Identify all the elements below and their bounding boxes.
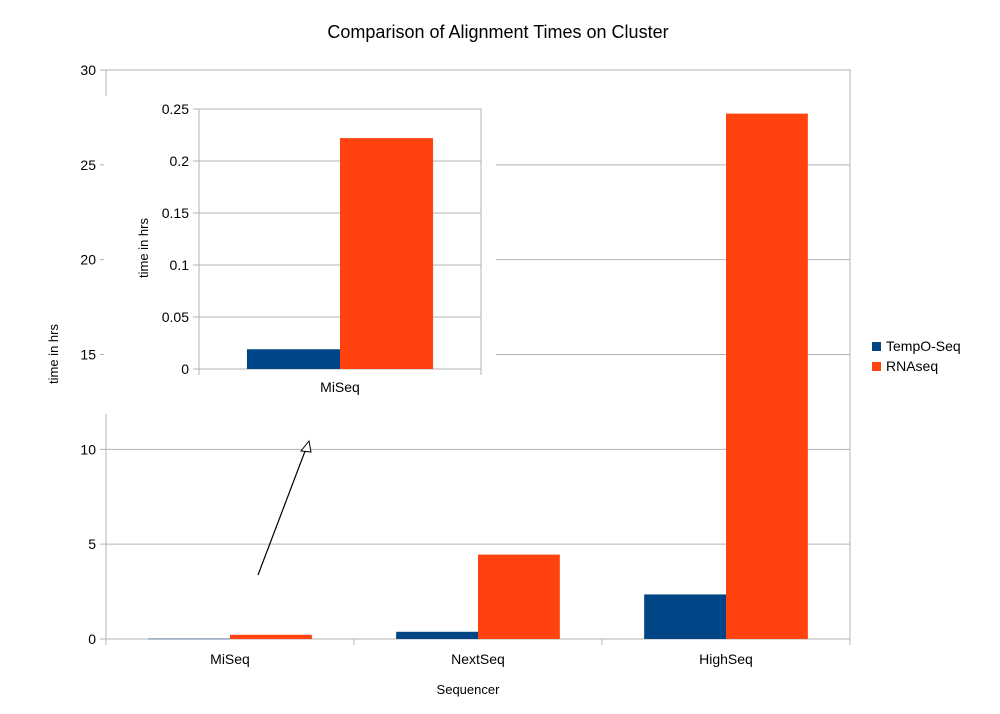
main-y-tick-label: 10	[80, 441, 96, 457]
inset-y-tick-label: 0.1	[170, 257, 190, 273]
main-bar-tempo-seq-nextseq	[396, 631, 478, 639]
main-y-tick-label: 20	[80, 252, 96, 268]
inset-x-tick-label: MiSeq	[320, 379, 360, 395]
inset-y-tick-label: 0.05	[162, 309, 189, 325]
arrow-head	[300, 439, 312, 453]
main-x-tick-label: NextSeq	[451, 651, 505, 667]
inset-y-tick-label: 0.25	[162, 101, 189, 117]
main-y-tick-label: 5	[88, 536, 96, 552]
inset-y-axis-title: time in hrs	[136, 218, 151, 278]
main-y-tick-label: 15	[80, 347, 96, 363]
main-x-tick-label: MiSeq	[210, 651, 250, 667]
arrow-line	[257, 445, 308, 576]
main-y-tick-label: 30	[80, 62, 96, 78]
legend-label-tempo-seq: TempO-Seq	[886, 338, 961, 354]
main-bar-tempo-seq-highseq	[644, 594, 726, 639]
zoom-arrow	[257, 439, 312, 576]
legend-swatch-tempo-seq	[872, 342, 881, 351]
inset-y-tick-labels: 0 0.05 0.1 0.15 0.2 0.25	[162, 101, 189, 377]
inset-x-tick-labels: MiSeq	[320, 379, 360, 395]
main-bar-rnaseq-highseq	[726, 113, 808, 639]
inset-y-tick-label: 0.15	[162, 205, 189, 221]
main-y-tick-labels: 0 5 10 15 20 25 30	[80, 62, 96, 647]
inset-y-tick-label: 0	[181, 361, 189, 377]
legend-label-rnaseq: RNAseq	[886, 358, 938, 374]
main-bar-rnaseq-nextseq	[478, 554, 560, 639]
main-y-axis-title: time in hrs	[46, 324, 61, 384]
main-x-tick-labels: MiSeq NextSeq HighSeq	[210, 651, 753, 667]
inset-y-tick-label: 0.2	[170, 153, 190, 169]
legend: TempO-Seq RNAseq	[872, 338, 961, 374]
main-bar-rnaseq-miseq	[230, 634, 312, 639]
chart-title: Comparison of Alignment Times on Cluster	[327, 22, 668, 42]
main-y-tick-label: 0	[88, 631, 96, 647]
inset-bars	[246, 138, 434, 369]
main-bars	[148, 113, 808, 640]
inset-bar-tempo-seq-miseq	[246, 349, 340, 369]
main-x-axis-title: Sequencer	[437, 682, 501, 697]
inset-bar-rnaseq-miseq	[340, 138, 434, 369]
inset-chart: 0 0.05 0.1 0.15 0.2 0.25 MiSeq time in hrs	[104, 96, 496, 414]
main-x-tick-label: HighSeq	[699, 651, 753, 667]
legend-swatch-rnaseq	[872, 362, 881, 371]
main-bar-tempo-seq-miseq	[148, 638, 230, 640]
main-y-tick-label: 25	[80, 157, 96, 173]
